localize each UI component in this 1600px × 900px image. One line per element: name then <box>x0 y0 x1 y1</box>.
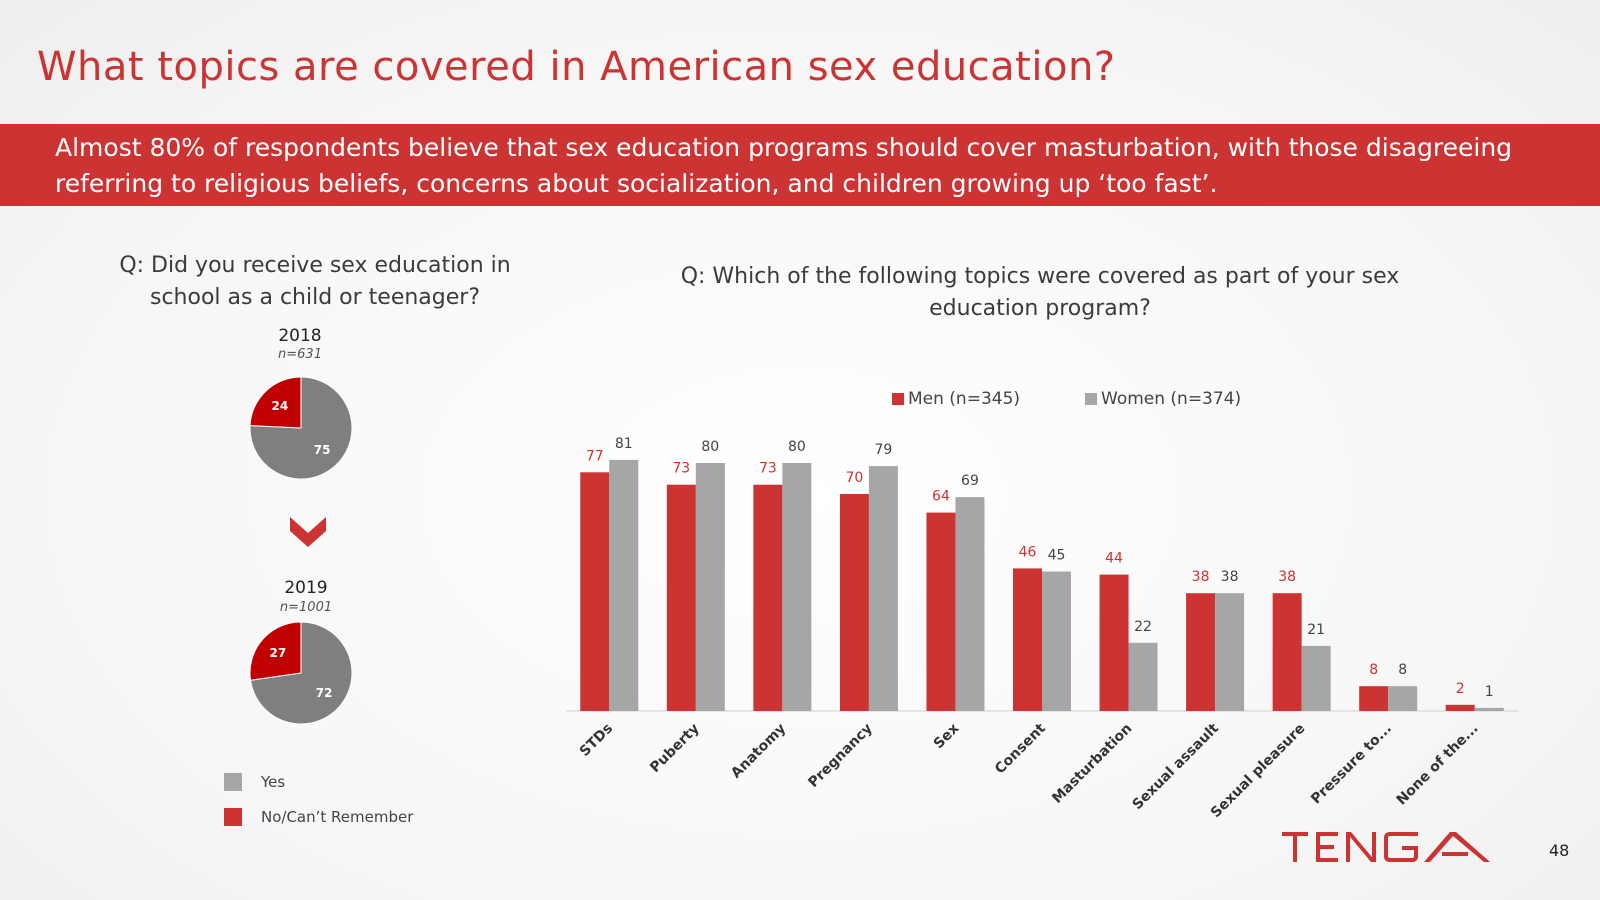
tenga-logo <box>1282 832 1490 862</box>
bar-men <box>1013 568 1042 711</box>
left-question: Q: Did you receive sex education in scho… <box>119 253 511 310</box>
data-label-men: 2 <box>1456 681 1465 697</box>
data-label-women: 22 <box>1134 619 1152 635</box>
bar-women <box>695 463 725 711</box>
pie-2018-year: 2018 <box>278 326 322 346</box>
x-tick-label: Sexual pleasure <box>1208 721 1309 822</box>
x-tick-label: Pregnancy <box>805 721 875 791</box>
data-label-men: 46 <box>1019 544 1037 560</box>
bar-men <box>1272 593 1302 711</box>
bar-women <box>1042 571 1071 711</box>
bar-women <box>955 497 985 711</box>
bar-women <box>1128 642 1158 711</box>
x-tick-label: Anatomy <box>728 721 789 782</box>
legend-swatch-women <box>1085 393 1097 405</box>
bar-women <box>1474 707 1504 711</box>
data-label-women: 79 <box>874 442 892 458</box>
legend-label-no: No/Can’t Remember <box>261 808 414 826</box>
legend-label-men: Men (n=345) <box>908 389 1020 409</box>
pie-label-no: 27 <box>270 646 287 660</box>
data-label-women: 38 <box>1221 569 1239 585</box>
data-label-men: 70 <box>845 470 863 486</box>
data-label-women: 80 <box>701 439 719 455</box>
x-tick-label: Pressure to... <box>1308 721 1395 808</box>
page-title: What topics are covered in American sex … <box>37 44 1116 90</box>
legend-label-yes: Yes <box>261 773 286 791</box>
x-tick-label: Consent <box>992 720 1049 777</box>
bar-women <box>782 463 812 711</box>
bar-men <box>580 472 610 711</box>
bar-men <box>1445 704 1475 711</box>
x-tick-label: Sex <box>931 721 963 753</box>
legend-swatch-men <box>892 393 904 405</box>
data-label-men: 73 <box>672 461 690 477</box>
data-label-men: 64 <box>932 489 950 505</box>
page-number: 48 <box>1549 841 1570 860</box>
bar-women <box>609 459 639 711</box>
bar-women <box>1215 593 1245 711</box>
data-label-women: 45 <box>1048 548 1066 564</box>
bar-men <box>666 484 696 711</box>
x-tick-label: Puberty <box>647 721 702 776</box>
chart-question: Q: Which of the following topics were co… <box>680 264 1400 321</box>
legend-swatch-yes <box>224 773 242 791</box>
bar-men <box>926 512 956 711</box>
pie-2018-n: n=631 <box>278 347 322 362</box>
data-label-women: 21 <box>1307 622 1325 638</box>
pie-slice-no <box>249 376 302 429</box>
summary-banner: Almost 80% of respondents believe that s… <box>0 124 1600 206</box>
bar-men <box>839 494 869 711</box>
bar-men <box>753 484 783 711</box>
bar-men <box>1186 593 1216 711</box>
bar-men <box>1099 574 1129 711</box>
data-label-women: 1 <box>1485 684 1494 700</box>
data-label-women: 8 <box>1398 662 1407 678</box>
bar-women <box>1388 686 1418 711</box>
x-tick-label: Masturbation <box>1049 721 1135 807</box>
data-label-men: 73 <box>759 461 777 477</box>
data-label-men: 44 <box>1105 551 1123 567</box>
data-label-women: 80 <box>788 439 806 455</box>
pie-label-yes: 72 <box>316 686 333 700</box>
x-tick-label: None of the... <box>1394 721 1482 809</box>
legend-label-women: Women (n=374) <box>1101 389 1241 409</box>
pie-2019-year: 2019 <box>284 578 328 598</box>
data-label-men: 38 <box>1192 569 1210 585</box>
bar-women <box>1301 645 1331 711</box>
chevron-down-icon <box>290 517 326 547</box>
legend-swatch-no <box>224 808 242 826</box>
data-label-men: 8 <box>1369 662 1378 678</box>
data-label-men: 38 <box>1278 569 1296 585</box>
data-label-women: 81 <box>615 436 633 452</box>
pie-chart-2018: 24 75 <box>249 376 353 480</box>
pie-chart-2019: 27 72 <box>249 621 353 725</box>
data-label-women: 69 <box>961 473 979 489</box>
pie-2019-n: n=1001 <box>279 600 333 615</box>
pie-label-yes: 75 <box>314 443 331 457</box>
x-tick-label: STDs <box>577 721 616 760</box>
bar-women <box>868 466 898 711</box>
data-label-men: 77 <box>586 448 604 464</box>
x-tick-label: Sexual assault <box>1129 720 1222 813</box>
bar-men <box>1359 686 1389 711</box>
pie-label-no: 24 <box>272 399 289 413</box>
pie-slice-no <box>249 621 302 681</box>
summary-text: Almost 80% of respondents believe that s… <box>55 133 1513 198</box>
